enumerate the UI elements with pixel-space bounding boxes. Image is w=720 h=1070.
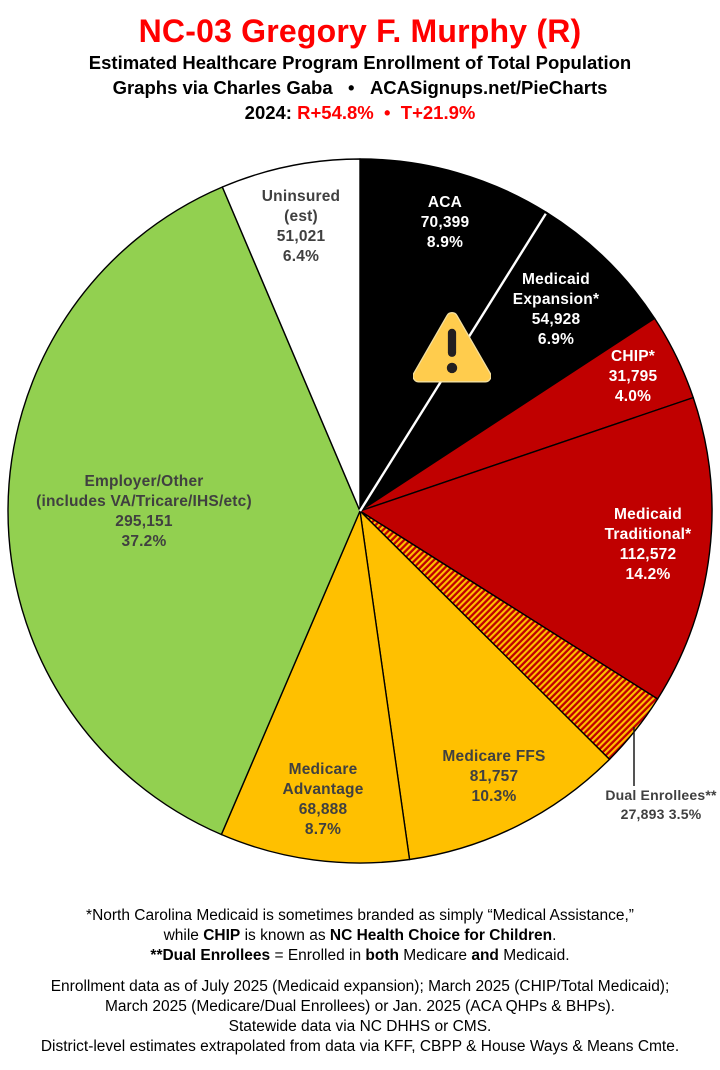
footnote-line: *North Carolina Medicaid is sometimes br… xyxy=(86,907,634,924)
source-line: Enrollment data as of July 2025 (Medicai… xyxy=(50,978,670,995)
source-line: Statewide data via NC DHHS or CMS. xyxy=(228,1018,492,1035)
pie-slice-medicare-advantage xyxy=(220,510,411,864)
chart-subtitle: Estimated Healthcare Program Enrollment … xyxy=(88,52,632,73)
pie-slice-medicaid-expansion xyxy=(359,211,656,512)
data-sources: Enrollment data as of July 2025 (Medicai… xyxy=(0,977,720,1057)
partisan-stats-value: R+54.8% • T+21.9% xyxy=(297,102,476,123)
partisan-stats-year: 2024: xyxy=(244,102,292,123)
attribution-line: Graphs via Charles Gaba • ACASignups.net… xyxy=(112,77,608,98)
page-title: NC-03 Gregory F. Murphy (R) xyxy=(138,13,582,49)
pie-slice-uninsured xyxy=(221,158,361,512)
partisan-stats-line: 2024: R+54.8% • T+21.9% xyxy=(0,102,720,124)
pie-slice-medicaid-traditional xyxy=(359,396,713,700)
pie-slice-employer-other xyxy=(7,186,361,836)
footnote-line: **Dual Enrollees = Enrolled in both Medi… xyxy=(150,947,570,964)
footnotes: *North Carolina Medicaid is sometimes br… xyxy=(0,906,720,966)
pie-slices xyxy=(7,158,713,864)
source-line: District-level estimates extrapolated fr… xyxy=(40,1038,680,1055)
source-line: March 2025 (Medicare/Dual Enrollees) or … xyxy=(105,998,615,1015)
footnote-line: while CHIP is known as NC Health Choice … xyxy=(163,927,557,944)
warning-icon xyxy=(413,306,491,384)
pie-slice-medicare-ffs xyxy=(359,510,611,861)
